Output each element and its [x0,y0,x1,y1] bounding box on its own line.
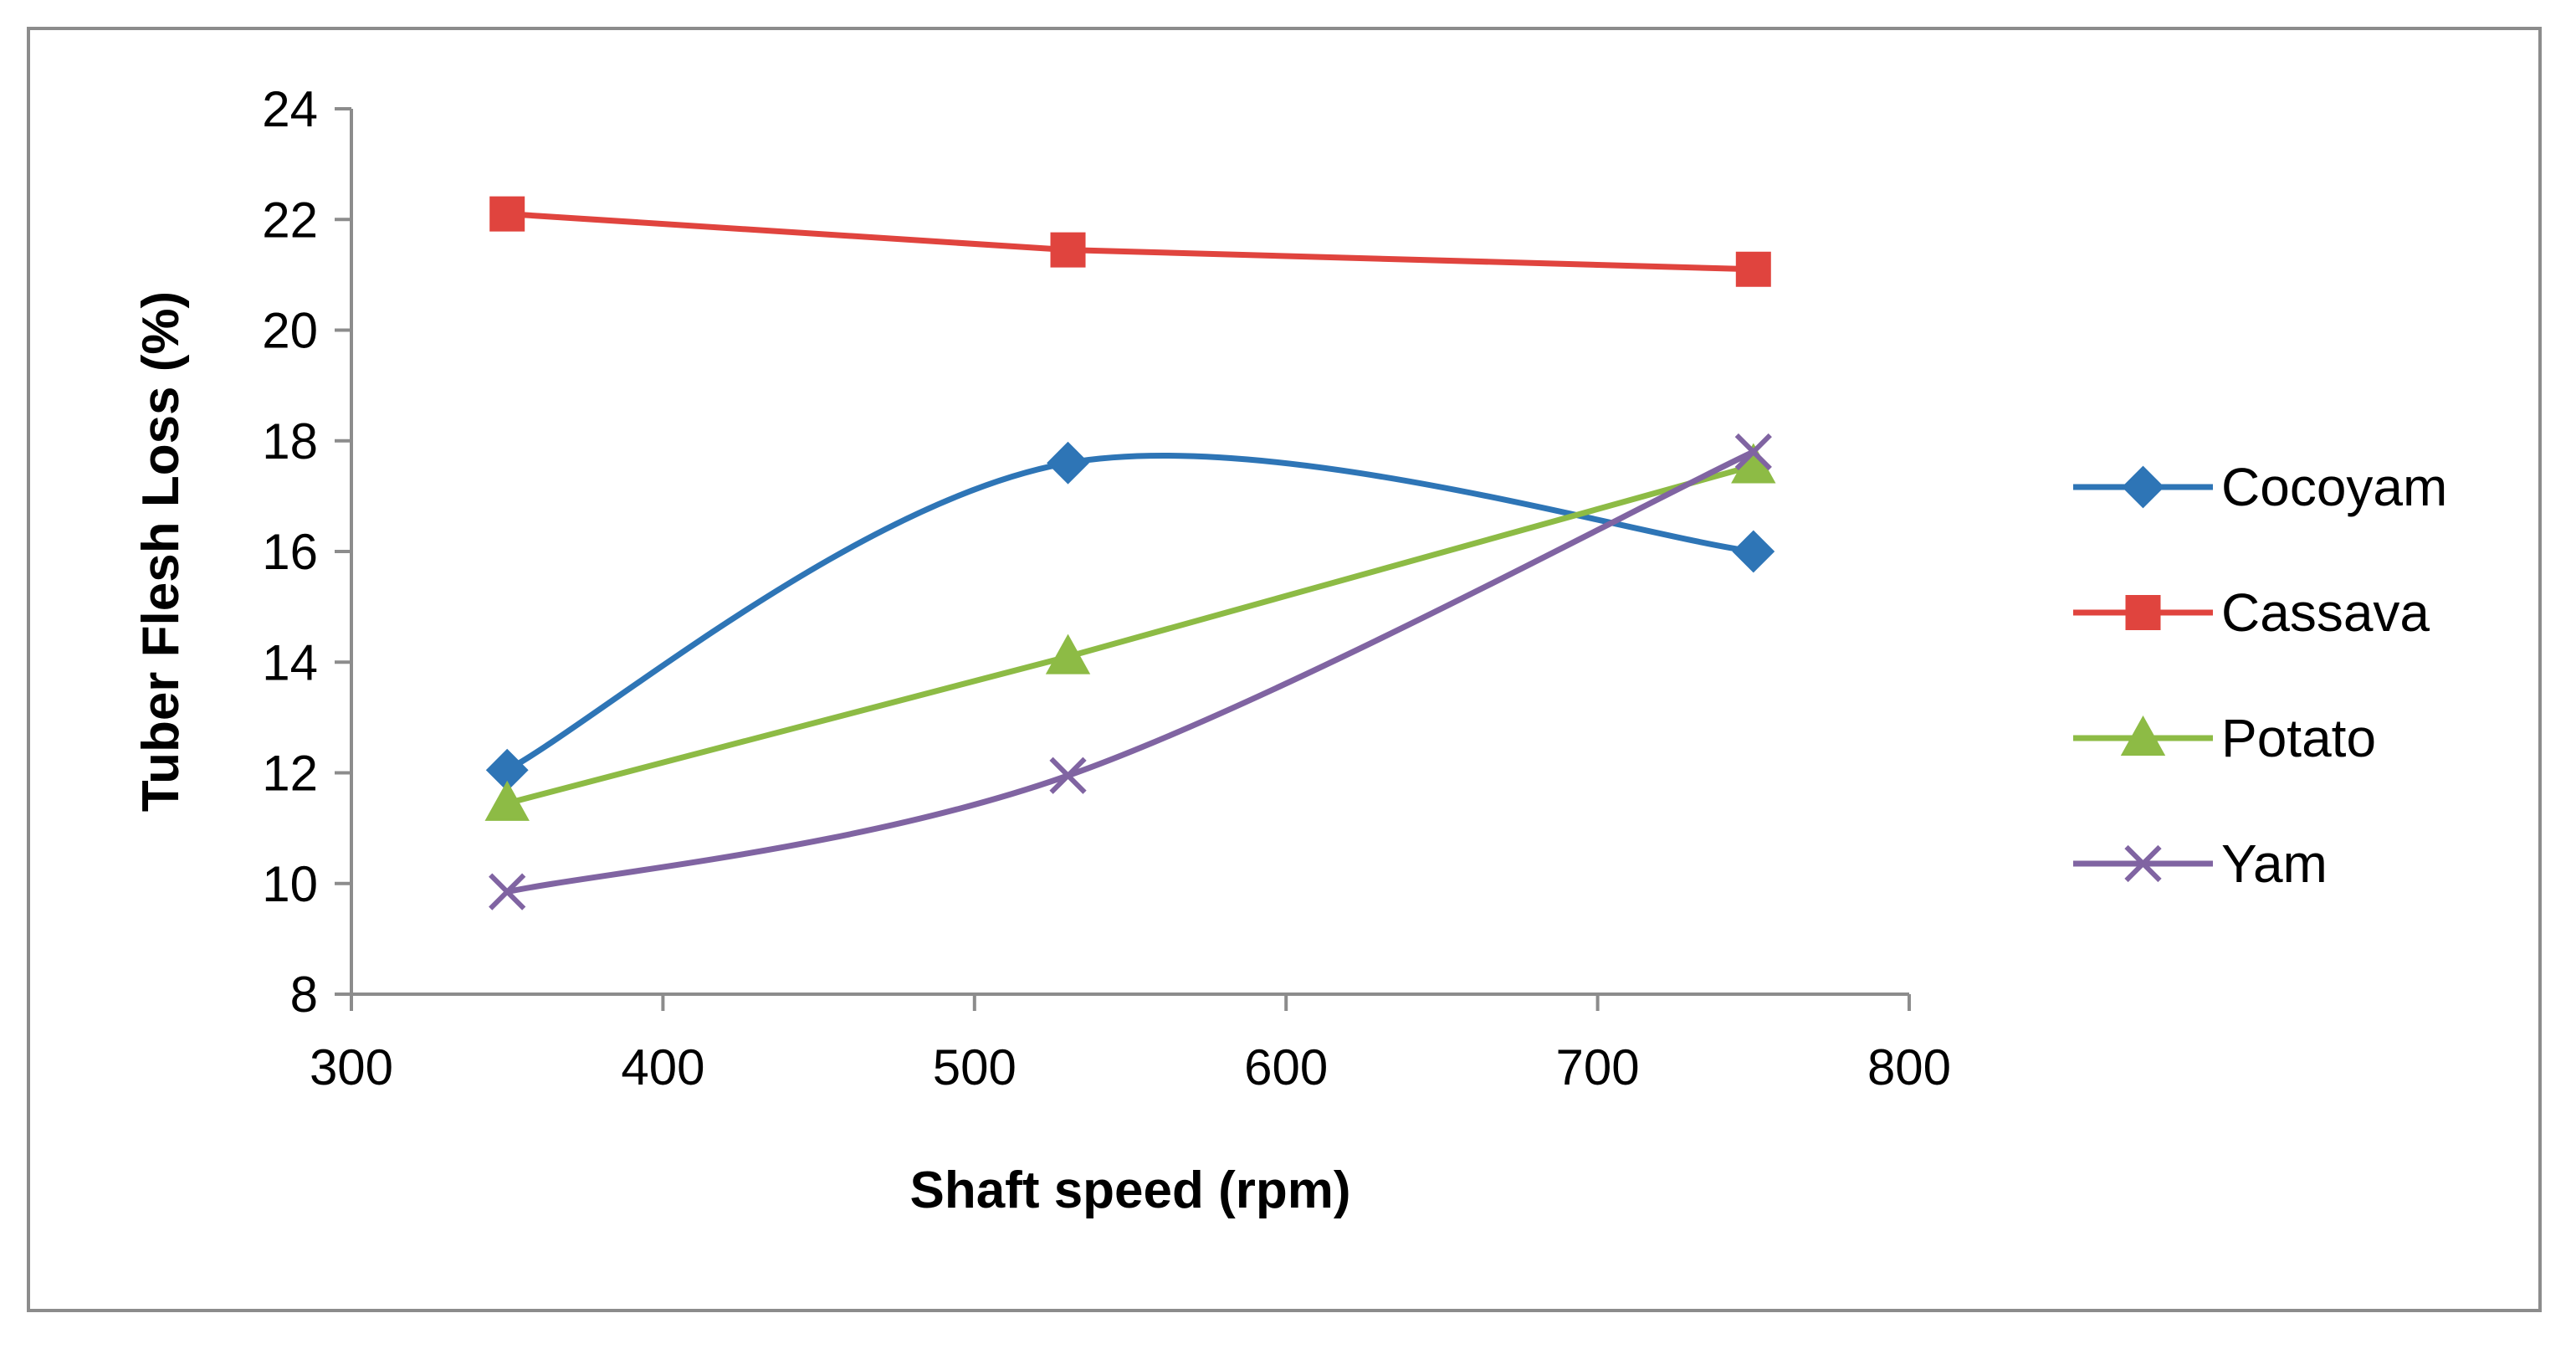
x-tick-label: 300 [310,1039,393,1095]
series-line-yam [504,449,1757,895]
x-tick-label: 800 [1867,1039,1951,1095]
legend: Cocoyam Cassava Potato Yam [2073,457,2447,894]
y-tick-label: 14 [262,634,318,690]
x-tick-label: 500 [933,1039,1017,1095]
series-cassava [489,196,1771,287]
y-tick-label: 18 [262,413,318,469]
y-tick-label: 12 [262,746,318,802]
y-tick-label: 24 [262,81,318,137]
legend-marker-potato [2120,715,2166,756]
data-point-yam-stroke [489,873,526,910]
data-point-cassava [489,196,525,232]
legend-item-cocoyam: Cocoyam [2073,457,2447,517]
legend-label-yam: Yam [2221,834,2328,894]
y-tick-label: 16 [262,524,318,580]
series-line-cocoyam [504,452,1757,773]
x-tick-label: 700 [1556,1039,1640,1095]
legend-item-yam: Yam [2073,834,2328,894]
legend-label-potato: Potato [2221,708,2376,768]
legend-marker-cocoyam [2122,465,2164,509]
y-axis-title: Tuber Flesh Loss (%) [132,291,190,812]
data-point-yam-stroke [1734,433,1772,471]
data-point-cocoyam [1732,530,1775,573]
series-line-cassava [504,211,1757,273]
y-tick-label: 8 [290,967,318,1023]
data-point-cocoyam [1047,441,1089,485]
x-axis-title: Shaft speed (rpm) [909,1162,1350,1219]
data-point-yam-stroke [1049,757,1087,794]
data-point-yam [1049,757,1087,794]
legend-label-cassava: Cassava [2221,582,2430,643]
y-tick-label: 20 [262,303,318,359]
series-yam [489,433,1772,910]
data-point-potato [1045,633,1091,674]
x-tick-label: 400 [621,1039,704,1095]
y-tick-label: 10 [262,856,318,912]
data-point-cassava [1050,232,1086,268]
y-tick-label: 22 [262,192,318,248]
data-point-cassava [1735,251,1771,287]
x-tick-label: 600 [1244,1039,1328,1095]
legend-marker-cassava [2125,595,2161,630]
legend-item-potato: Potato [2073,708,2376,768]
chart-frame [27,27,2542,1312]
data-point-yam [489,873,526,910]
series-potato [484,443,1776,821]
legend-marker-yam [2124,844,2162,883]
series-cocoyam [485,441,1775,792]
data-point-yam [1734,433,1772,471]
legend-item-cassava: Cassava [2073,582,2430,643]
axes: 8 10 12 14 16 18 20 22 24 300 400 500 600 700 800 [262,81,1951,1095]
legend-label-cocoyam: Cocoyam [2221,457,2447,517]
data-point-potato [484,780,530,821]
series-layer [484,196,1776,910]
legend-marker-yam-stroke [2124,844,2162,883]
